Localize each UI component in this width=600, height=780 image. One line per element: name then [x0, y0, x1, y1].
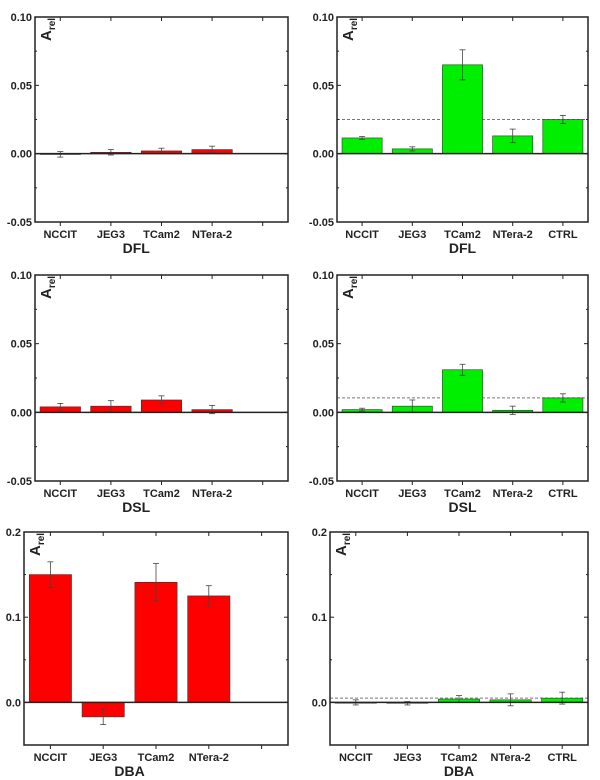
- x-tick-label: JEG3: [398, 488, 426, 500]
- x-axis-label: DBA: [114, 763, 144, 779]
- x-tick-label: NCCIT: [345, 229, 379, 241]
- y-tick-label: 0.05: [313, 339, 334, 351]
- y-tick-label: 0.05: [313, 80, 334, 92]
- x-tick-label: TCam2: [441, 752, 478, 764]
- x-tick-label: TCam2: [138, 752, 175, 764]
- x-tick-label: NCCIT: [339, 752, 373, 764]
- y-axis-label-sub: rel: [47, 276, 58, 288]
- y-axis-label-main: A: [340, 288, 357, 299]
- x-tick-label: NTera-2: [192, 229, 232, 241]
- y-tick-label: 0.10: [313, 270, 334, 282]
- x-tick-label: NTera-2: [192, 488, 232, 500]
- x-tick-label: NCCIT: [345, 488, 379, 500]
- y-axis-label-sub: rel: [342, 533, 353, 545]
- x-tick-label: CTRL: [548, 229, 578, 241]
- y-tick-label: -0.05: [7, 476, 32, 488]
- x-tick-label: NTera-2: [493, 229, 533, 241]
- y-tick-label: 0.2: [6, 527, 21, 539]
- y-axis-label-sub: rel: [349, 18, 360, 30]
- y-tick-label: 0.10: [11, 270, 32, 282]
- x-tick-label: TCam2: [444, 488, 481, 500]
- x-tick-label: NTera-2: [493, 488, 533, 500]
- x-tick-label: CTRL: [548, 752, 578, 764]
- x-tick-label: NTera-2: [491, 752, 531, 764]
- y-tick-label: 0.00: [11, 407, 32, 419]
- x-tick-label: NCCIT: [43, 488, 77, 500]
- y-axis-label: Arel: [38, 18, 58, 41]
- y-axis-label: Arel: [333, 533, 353, 556]
- plot-frame: [329, 531, 589, 746]
- x-axis-label: DSL: [122, 499, 150, 515]
- x-tick-label: TCam2: [143, 488, 180, 500]
- y-axis-label-main: A: [38, 288, 55, 299]
- x-axis-label: DSL: [449, 499, 477, 515]
- y-tick-label: -0.05: [309, 476, 334, 488]
- chart-panel-2: -0.05 0.00 0.05 0.10 NCCIT JEG3 TCam2 NTera-2 CT…: [309, 12, 589, 256]
- x-tick-label: JEG3: [97, 488, 125, 500]
- y-axis-label-sub: rel: [47, 18, 58, 30]
- y-tick-label: 0.0: [312, 697, 327, 709]
- y-axis-label-main: A: [340, 30, 357, 41]
- chart-panel-6: 0.0 0.1 0.2 NCCIT JEG3 TCam2 NTera-2 CTRL DBA Are…: [312, 527, 589, 779]
- y-tick-label: -0.05: [309, 217, 334, 229]
- plot-frame: [34, 16, 289, 223]
- chart-panel-3: -0.05 0.00 0.05 0.10 NCCIT JEG3 TCam2 NTera-2 DS…: [7, 270, 289, 515]
- x-tick-label: JEG3: [393, 752, 421, 764]
- x-tick-label: TCam2: [143, 229, 180, 241]
- y-tick-label: 0.00: [313, 149, 334, 161]
- chart-panel-1: -0.05 0.00 0.05 0.10 NCCIT JEG3 TCam2 NTera-2 DF…: [7, 12, 289, 256]
- x-tick-label: JEG3: [97, 229, 125, 241]
- x-axis-label: DFL: [449, 240, 477, 256]
- y-tick-label: 0.00: [313, 407, 334, 419]
- y-tick-label: 0.05: [11, 339, 32, 351]
- x-tick-label: NCCIT: [34, 752, 68, 764]
- bar-nccit: [341, 137, 383, 154]
- x-tick-label: JEG3: [398, 229, 426, 241]
- x-axis-label: DBA: [444, 763, 474, 779]
- bar-nccit: [28, 574, 72, 703]
- x-tick-label: TCam2: [444, 229, 481, 241]
- y-axis-label-main: A: [27, 545, 44, 556]
- plot-frame: [34, 274, 289, 482]
- x-axis-label: DFL: [123, 240, 151, 256]
- y-axis-label: Arel: [27, 533, 47, 556]
- x-tick-label: NCCIT: [43, 229, 77, 241]
- y-tick-label: 0.10: [11, 12, 32, 24]
- y-tick-label: 0.00: [11, 149, 32, 161]
- y-tick-label: 0.1: [312, 612, 327, 624]
- y-axis-label: Arel: [340, 18, 360, 41]
- x-tick-label: CTRL: [548, 488, 578, 500]
- chart-panel-5: 0.0 0.1 0.2 NCCIT JEG3 TCam2 NTera-2 DBA Arel: [6, 527, 289, 779]
- bar-tcam2: [134, 581, 178, 703]
- y-tick-label: 0.1: [6, 612, 21, 624]
- y-axis-label-main: A: [38, 30, 55, 41]
- y-axis-label: Arel: [340, 276, 360, 299]
- chart-panel-4: -0.05 0.00 0.05 0.10 NCCIT JEG3 TCam2 NTera-2 CT…: [309, 270, 589, 515]
- y-tick-label: 0.05: [11, 80, 32, 92]
- x-tick-label: JEG3: [89, 752, 117, 764]
- y-tick-label: 0.0: [6, 697, 21, 709]
- y-tick-label: 0.10: [313, 12, 334, 24]
- y-axis-label-main: A: [333, 545, 350, 556]
- x-tick-label: NTera-2: [189, 752, 229, 764]
- bar-tcam2: [442, 369, 483, 413]
- y-tick-label: -0.05: [7, 217, 32, 229]
- bar-ctrl: [542, 119, 584, 154]
- y-axis-label-sub: rel: [349, 276, 360, 288]
- y-tick-label: 0.2: [312, 527, 327, 539]
- y-axis-label-sub: rel: [36, 533, 47, 545]
- bar-ntera-2: [187, 595, 231, 703]
- y-axis-label: Arel: [38, 276, 58, 299]
